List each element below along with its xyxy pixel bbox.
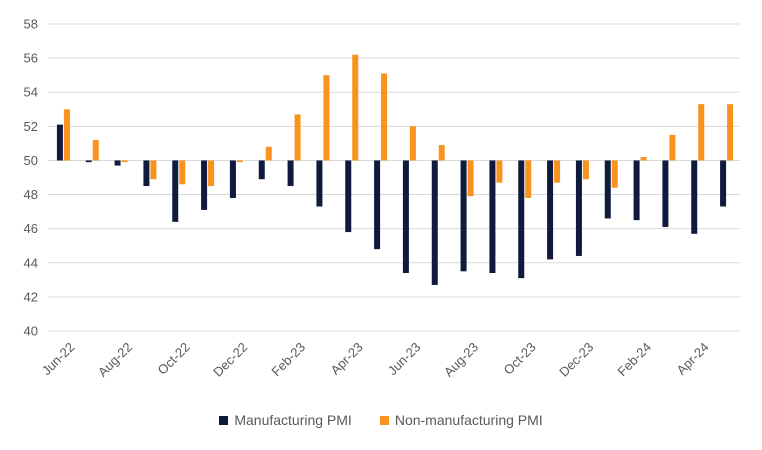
x-axis-ticks: Jun-22 Aug-22 Oct-22 Dec-22 Feb-23 Apr-23 Jun-…: [39, 339, 712, 379]
bar-non-manufacturing: [438, 145, 445, 161]
x-tick-label: Apr-24: [674, 339, 712, 377]
bar-manufacturing: [316, 160, 323, 207]
x-tick-label: Dec-22: [210, 339, 250, 379]
bar-non-manufacturing: [63, 109, 70, 161]
bar-manufacturing: [172, 160, 179, 222]
x-tick-label: Jun-22: [39, 339, 78, 378]
bar-manufacturing: [489, 160, 496, 274]
bar-non-manufacturing: [467, 160, 474, 197]
y-tick-label: 42: [24, 289, 38, 304]
bar-manufacturing: [431, 160, 438, 285]
x-tick-label: Aug-22: [95, 339, 135, 379]
legend-label-manufacturing: Manufacturing PMI: [234, 412, 352, 428]
bar-non-manufacturing: [294, 114, 301, 161]
y-tick-label: 58: [24, 17, 38, 32]
bar-non-manufacturing: [669, 134, 676, 161]
bar-manufacturing: [56, 124, 63, 161]
bar-non-manufacturing: [236, 160, 243, 163]
bar-manufacturing: [604, 160, 611, 219]
bar-manufacturing: [258, 160, 265, 180]
bar-manufacturing: [575, 160, 582, 256]
y-tick-label: 54: [24, 85, 38, 100]
bar-non-manufacturing: [409, 126, 416, 161]
legend: Manufacturing PMI Non-manufacturing PMI: [0, 412, 762, 428]
bar-manufacturing: [402, 160, 409, 274]
bar-non-manufacturing: [582, 160, 589, 180]
bar-manufacturing: [229, 160, 236, 198]
bar-non-manufacturing: [150, 160, 157, 180]
bar-non-manufacturing: [640, 157, 647, 161]
bar-non-manufacturing: [352, 54, 359, 161]
y-tick-label: 48: [24, 187, 38, 202]
bar-manufacturing: [374, 160, 381, 250]
y-tick-label: 50: [24, 153, 38, 168]
y-tick-label: 52: [24, 119, 38, 134]
y-tick-label: 46: [24, 221, 38, 236]
x-tick-label: Aug-23: [441, 339, 481, 379]
y-tick-label: 44: [24, 255, 38, 270]
bar-manufacturing: [633, 160, 640, 221]
x-tick-label: Oct-22: [155, 339, 193, 377]
legend-item-non-manufacturing: Non-manufacturing PMI: [379, 412, 543, 428]
bar-non-manufacturing: [265, 146, 272, 161]
bar-manufacturing: [720, 160, 727, 207]
bar-non-manufacturing: [121, 160, 128, 163]
y-axis-ticks: 40 42 44 46 48 50 52 54 56 58: [24, 17, 38, 339]
bar-non-manufacturing: [727, 104, 734, 161]
bar-non-manufacturing: [323, 75, 330, 161]
bars: [56, 54, 734, 285]
y-tick-label: 40: [24, 324, 38, 339]
x-tick-label: Feb-23: [268, 339, 308, 379]
x-tick-label: Feb-24: [614, 339, 654, 379]
x-tick-label: Jun-23: [385, 339, 424, 378]
bar-manufacturing: [662, 160, 669, 227]
bar-non-manufacturing: [208, 160, 215, 187]
bar-manufacturing: [460, 160, 467, 272]
bar-manufacturing: [287, 160, 294, 187]
bar-manufacturing: [143, 160, 150, 187]
y-tick-label: 56: [24, 51, 38, 66]
legend-swatch-non-manufacturing: [379, 415, 389, 425]
bar-manufacturing: [345, 160, 352, 233]
bar-non-manufacturing: [698, 104, 705, 161]
bar-manufacturing: [518, 160, 525, 279]
legend-label-non-manufacturing: Non-manufacturing PMI: [394, 412, 543, 428]
gridlines: [48, 23, 740, 332]
legend-swatch-manufacturing: [219, 415, 229, 425]
bar-manufacturing: [547, 160, 554, 260]
x-tick-label: Apr-23: [328, 339, 366, 377]
bar-non-manufacturing: [525, 160, 532, 198]
x-tick-label: Oct-23: [501, 339, 539, 377]
bar-non-manufacturing: [496, 160, 503, 183]
bar-manufacturing: [691, 160, 698, 234]
bar-non-manufacturing: [92, 139, 99, 161]
bar-non-manufacturing: [611, 160, 618, 188]
bar-manufacturing: [114, 160, 121, 166]
bar-non-manufacturing: [179, 160, 186, 185]
legend-item-manufacturing: Manufacturing PMI: [219, 412, 352, 428]
bar-non-manufacturing: [381, 73, 388, 161]
x-tick-label: Dec-23: [556, 339, 596, 379]
bar-non-manufacturing: [554, 160, 561, 183]
bar-manufacturing: [85, 160, 92, 163]
bar-manufacturing: [201, 160, 208, 210]
